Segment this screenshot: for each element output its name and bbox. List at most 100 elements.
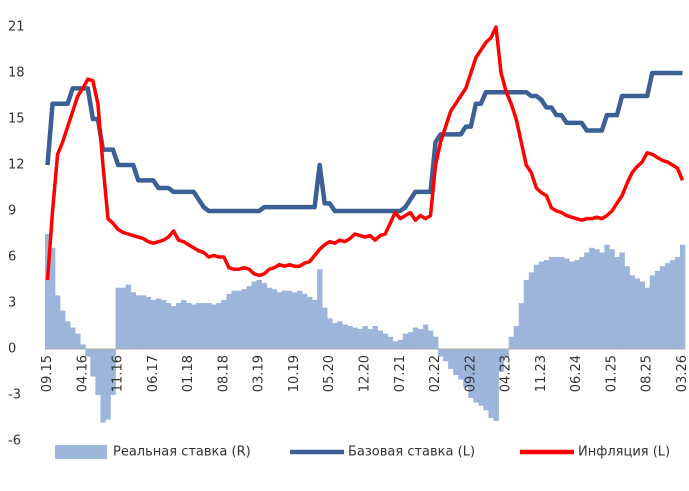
bar	[503, 348, 509, 357]
bar	[518, 302, 525, 349]
y-tick-label: 3	[8, 295, 16, 310]
bar	[533, 264, 540, 349]
x-tick-label: 04.16	[75, 355, 90, 392]
bar	[548, 256, 555, 349]
bar	[589, 247, 595, 349]
bar	[191, 304, 197, 349]
bar	[105, 348, 111, 420]
bar	[281, 290, 288, 349]
bar	[236, 290, 242, 349]
bar	[639, 281, 645, 349]
bar	[614, 256, 620, 349]
legend-label: Реальная ставка (R)	[113, 445, 251, 460]
bar	[302, 293, 308, 349]
bar	[604, 244, 610, 349]
bar	[528, 272, 535, 349]
x-tick-label: 05.20	[322, 355, 337, 392]
bar	[564, 258, 570, 349]
legend-item: Реальная ставка (R)	[55, 445, 251, 460]
bar	[60, 310, 66, 349]
bar	[145, 296, 152, 349]
bar	[80, 344, 86, 349]
bar	[387, 336, 394, 349]
y-tick-label: 0	[8, 341, 16, 356]
x-tick-label: 07.21	[393, 355, 408, 392]
y-tick-label: 18	[8, 66, 25, 81]
x-tick-label: 06.17	[146, 355, 161, 392]
bar	[584, 252, 590, 349]
legend-item: Инфляция (L)	[520, 445, 670, 460]
bar	[261, 283, 268, 349]
legend-swatch	[55, 445, 107, 459]
bar	[196, 302, 202, 349]
bar	[216, 302, 222, 349]
bar	[553, 256, 560, 349]
bar	[478, 348, 484, 406]
bar	[407, 332, 414, 349]
bar	[659, 266, 666, 349]
bar	[579, 256, 585, 349]
bar	[332, 322, 338, 349]
bar	[488, 348, 494, 418]
bar	[55, 295, 61, 349]
legend-item: Базовая ставка (L)	[290, 445, 475, 460]
bar	[574, 260, 580, 349]
line	[45, 25, 685, 281]
bar	[538, 261, 545, 349]
bar	[271, 289, 278, 349]
bar	[70, 327, 76, 349]
bar	[100, 348, 106, 423]
bar	[135, 295, 142, 349]
bar	[362, 325, 368, 349]
bar	[463, 348, 469, 388]
bar	[352, 327, 358, 349]
bar	[211, 304, 217, 349]
bar	[508, 336, 514, 349]
x-tick-label: 11.23	[534, 355, 549, 392]
x-tick-label: 03.19	[252, 355, 267, 392]
bar	[664, 263, 671, 349]
bar	[75, 333, 81, 349]
x-tick-label: 01.25	[604, 355, 619, 392]
bar	[433, 336, 439, 349]
bar	[367, 329, 373, 349]
bar	[397, 339, 404, 349]
bar	[160, 299, 167, 349]
x-tick-label: 03.26	[675, 355, 689, 392]
bar	[417, 329, 424, 349]
bar	[231, 290, 237, 349]
y-tick-label: 6	[8, 249, 16, 264]
bar	[165, 302, 172, 349]
bar	[130, 292, 137, 349]
bar	[619, 252, 625, 349]
x-tick-label: 01.18	[181, 355, 196, 392]
bar	[226, 293, 232, 349]
x-tick-label: 09.22	[463, 355, 478, 392]
bar	[150, 299, 157, 349]
y-tick-label: 9	[8, 204, 16, 219]
bar	[312, 299, 318, 349]
bar	[473, 348, 479, 403]
bar	[483, 348, 489, 411]
bar	[85, 348, 91, 357]
bar	[140, 295, 147, 349]
bar	[453, 348, 459, 376]
bar	[498, 348, 504, 372]
bar	[382, 333, 388, 349]
y-tick-label: -3	[8, 387, 21, 402]
bar	[110, 348, 116, 395]
bar	[599, 252, 605, 349]
bar	[176, 302, 182, 349]
bar	[241, 289, 247, 349]
x-tick-label: 12.20	[358, 355, 373, 392]
bar	[493, 348, 499, 422]
bar	[317, 269, 323, 349]
x-tick-label: 11.16	[111, 355, 126, 392]
y-tick-label: -6	[8, 433, 21, 448]
bar	[513, 325, 520, 349]
bar	[181, 299, 187, 349]
y-tick-label: 21	[8, 20, 25, 35]
bar	[90, 348, 96, 377]
bar	[634, 278, 640, 349]
